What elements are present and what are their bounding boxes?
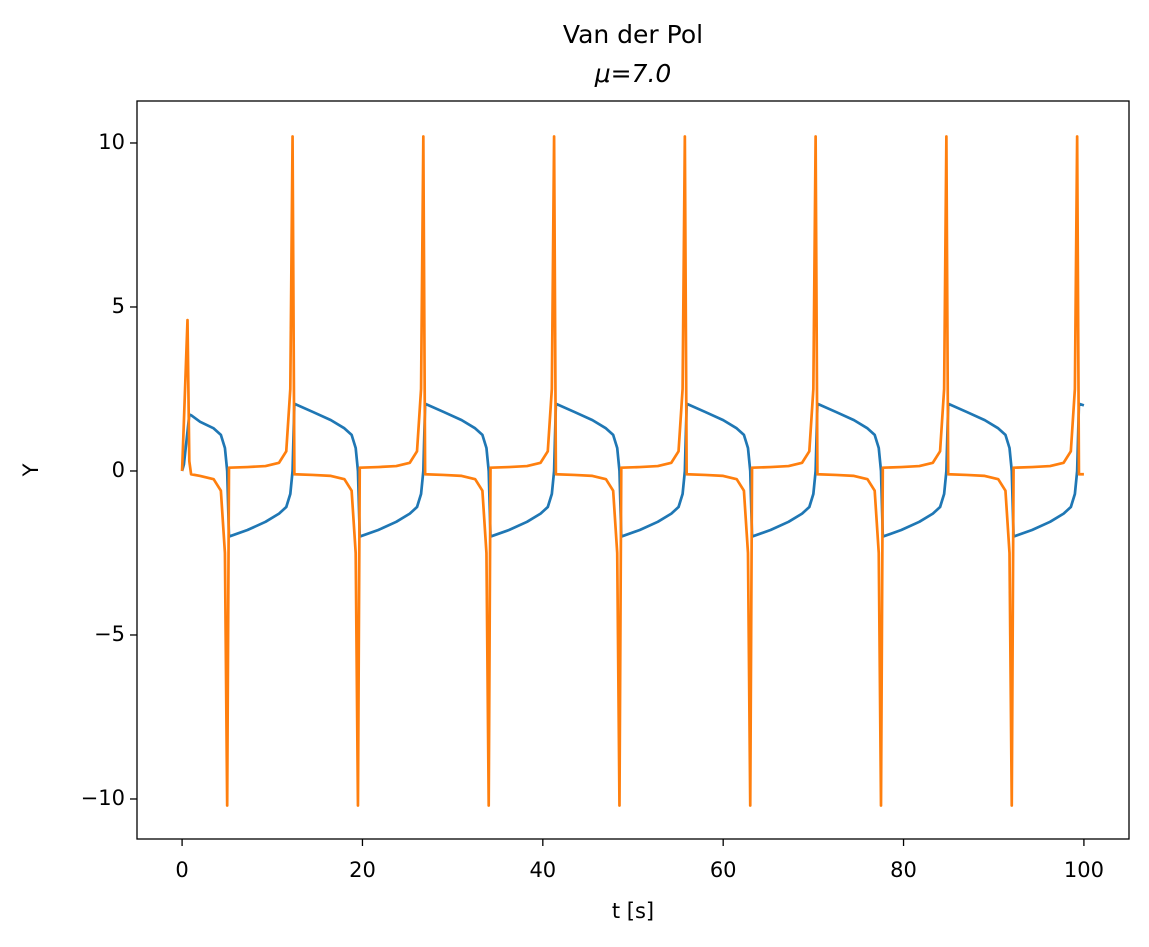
- plot-frame: [136, 100, 1130, 840]
- x-tick-label: 0: [175, 858, 188, 882]
- y-tick-label: 10: [98, 130, 125, 154]
- x-tick-label: 20: [349, 858, 376, 882]
- y-tick-label: −5: [94, 622, 125, 646]
- x-axis-label: t [s]: [612, 899, 654, 923]
- y-tick-label: −10: [81, 786, 125, 810]
- x-tick-label: 80: [890, 858, 917, 882]
- y-tick-label: 0: [112, 458, 125, 482]
- chart-title: Van der Pol: [563, 20, 703, 49]
- series-line: [180, 135, 1084, 807]
- y-tick-label: 5: [112, 294, 125, 318]
- chart-subtitle: μ=7.0: [594, 59, 672, 88]
- y-axis-label: Y: [19, 463, 43, 477]
- x-tick-label: 40: [529, 858, 556, 882]
- x-tick-label: 60: [710, 858, 737, 882]
- x-tick-label: 100: [1064, 858, 1104, 882]
